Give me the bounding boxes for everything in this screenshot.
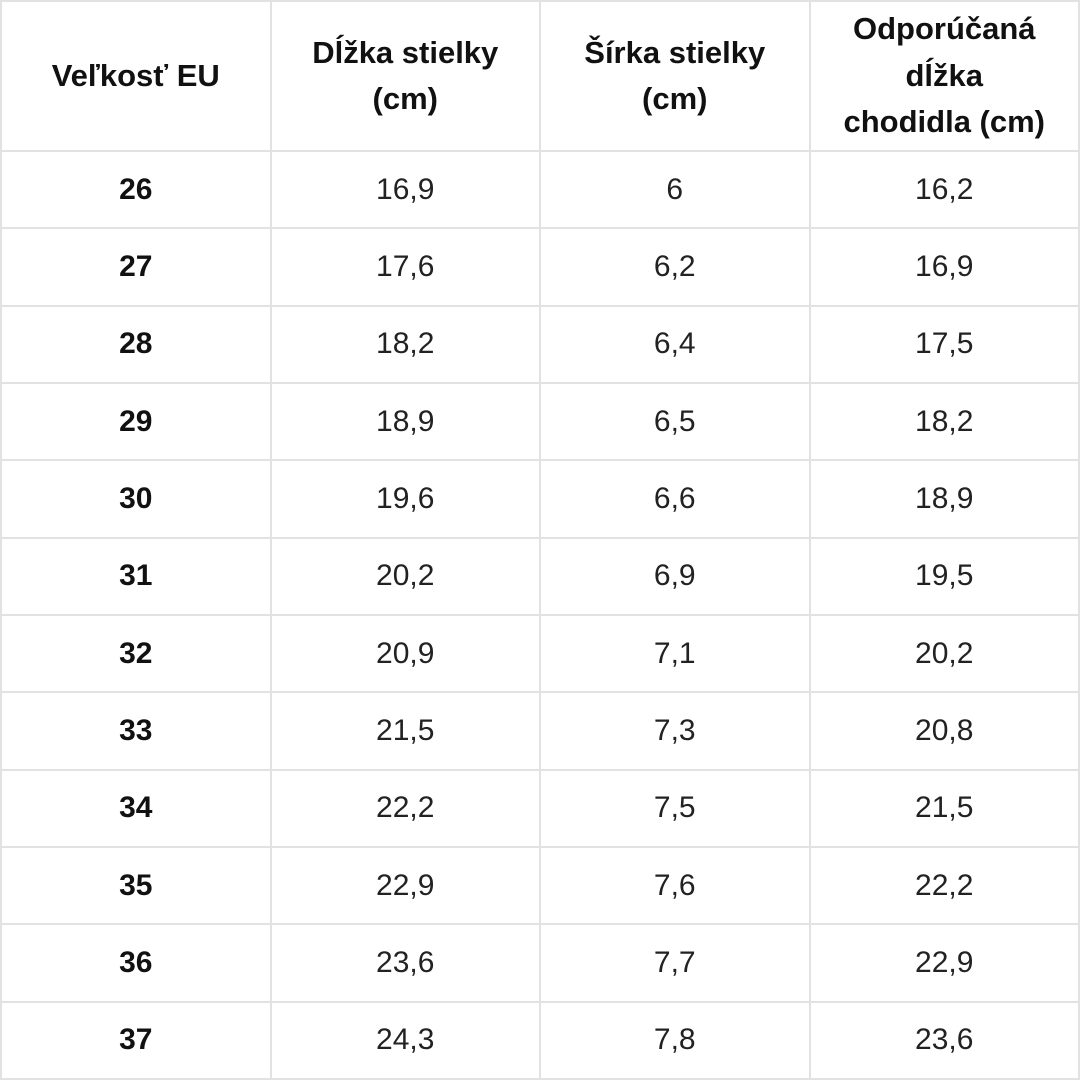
size-cell: 34	[0, 768, 272, 848]
size-cell: 33	[0, 691, 272, 771]
column-header-0: Veľkosť EU	[0, 0, 272, 152]
value-cell: 18,9	[269, 381, 541, 462]
value-cell: 23,6	[808, 1000, 1080, 1080]
size-cell: 29	[0, 381, 272, 462]
column-header-2: Šírka stielky (cm)	[539, 0, 811, 152]
column-header-3: Odporúčaná dĺžka chodidla (cm)	[808, 0, 1080, 152]
value-cell: 18,2	[808, 381, 1080, 462]
value-cell: 20,2	[269, 536, 541, 616]
header-row: Veľkosť EU Dĺžka stielky (cm) Šírka stielk…	[0, 0, 1080, 152]
table-header: Veľkosť EU Dĺžka stielky (cm) Šírka stielk…	[0, 0, 1080, 152]
size-cell: 35	[0, 845, 272, 926]
value-cell: 17,6	[269, 227, 541, 307]
value-cell: 22,2	[808, 845, 1080, 926]
table-row: 31 20,2 6,9 19,5	[0, 536, 1080, 616]
size-cell: 27	[0, 227, 272, 307]
value-cell: 19,5	[808, 536, 1080, 616]
value-cell: 16,2	[808, 149, 1080, 230]
table-row: 26 16,9 6 16,2	[0, 149, 1080, 230]
value-cell: 24,3	[269, 1000, 541, 1080]
value-cell: 18,2	[269, 304, 541, 384]
column-header-1: Dĺžka stielky (cm)	[269, 0, 541, 152]
value-cell: 6,9	[539, 536, 811, 616]
table-row: 29 18,9 6,5 18,2	[0, 381, 1080, 462]
value-cell: 22,2	[269, 768, 541, 848]
value-cell: 7,7	[539, 923, 811, 1003]
value-cell: 16,9	[808, 227, 1080, 307]
value-cell: 6	[539, 149, 811, 230]
size-cell: 26	[0, 149, 272, 230]
value-cell: 7,5	[539, 768, 811, 848]
value-cell: 22,9	[269, 845, 541, 926]
value-cell: 7,3	[539, 691, 811, 771]
value-cell: 6,5	[539, 381, 811, 462]
value-cell: 20,9	[269, 613, 541, 694]
value-cell: 6,6	[539, 459, 811, 539]
value-cell: 20,2	[808, 613, 1080, 694]
value-cell: 22,9	[808, 923, 1080, 1003]
value-cell: 7,8	[539, 1000, 811, 1080]
value-cell: 7,6	[539, 845, 811, 926]
value-cell: 23,6	[269, 923, 541, 1003]
size-cell: 31	[0, 536, 272, 616]
table-row: 35 22,9 7,6 22,2	[0, 845, 1080, 926]
table-row: 33 21,5 7,3 20,8	[0, 691, 1080, 771]
value-cell: 19,6	[269, 459, 541, 539]
table-body: 26 16,9 6 16,2 27 17,6 6,2 16,9 28 18,2 6,4 17,5 29 1…	[0, 149, 1080, 1080]
value-cell: 21,5	[269, 691, 541, 771]
size-cell: 37	[0, 1000, 272, 1080]
value-cell: 6,4	[539, 304, 811, 384]
table-row: 34 22,2 7,5 21,5	[0, 768, 1080, 848]
table-row: 30 19,6 6,6 18,9	[0, 459, 1080, 539]
value-cell: 17,5	[808, 304, 1080, 384]
value-cell: 18,9	[808, 459, 1080, 539]
table-row: 37 24,3 7,8 23,6	[0, 1000, 1080, 1080]
size-cell: 32	[0, 613, 272, 694]
value-cell: 16,9	[269, 149, 541, 230]
size-cell: 30	[0, 459, 272, 539]
table-row: 32 20,9 7,1 20,2	[0, 613, 1080, 694]
size-cell: 36	[0, 923, 272, 1003]
value-cell: 7,1	[539, 613, 811, 694]
table-row: 27 17,6 6,2 16,9	[0, 227, 1080, 307]
size-cell: 28	[0, 304, 272, 384]
value-cell: 6,2	[539, 227, 811, 307]
table-row: 28 18,2 6,4 17,5	[0, 304, 1080, 384]
table-row: 36 23,6 7,7 22,9	[0, 923, 1080, 1003]
value-cell: 21,5	[808, 768, 1080, 848]
value-cell: 20,8	[808, 691, 1080, 771]
